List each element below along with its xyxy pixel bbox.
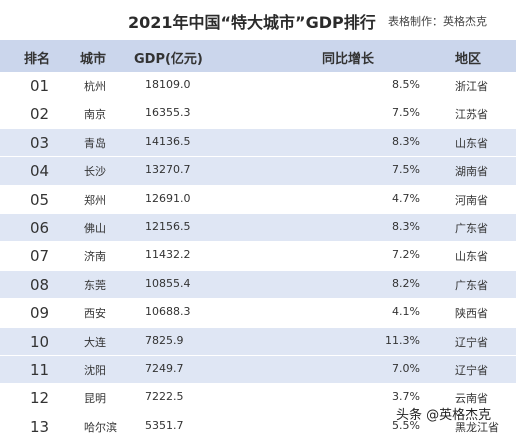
city-cell: 沈阳 bbox=[84, 363, 106, 377]
gdp-cell: 13270.7 bbox=[145, 163, 191, 177]
rank-cell: 13 bbox=[30, 417, 50, 436]
table-body: 01 杭州 18109.0 8.5% 浙江省 02 南京 16355.3 7.5% 江苏省 03 青岛… bbox=[0, 72, 516, 440]
header-city: 城市 bbox=[80, 52, 107, 67]
growth-cell: 7.2% bbox=[392, 248, 420, 262]
table-row: 01 杭州 18109.0 8.5% 浙江省 bbox=[0, 72, 516, 101]
rank-cell: 04 bbox=[30, 162, 50, 181]
gdp-cell: 5351.7 bbox=[145, 418, 184, 432]
growth-cell: 8.3% bbox=[392, 219, 420, 233]
city-cell: 哈尔滨 bbox=[84, 420, 117, 434]
region-cell: 浙江省 bbox=[455, 80, 488, 93]
growth-cell: 4.7% bbox=[392, 191, 420, 205]
region-cell: 广东省 bbox=[455, 221, 488, 235]
region-cell: 辽宁省 bbox=[455, 363, 488, 377]
region-cell: 广东省 bbox=[455, 278, 488, 292]
gdp-cell: 11432.2 bbox=[145, 248, 191, 262]
city-cell: 西安 bbox=[84, 307, 106, 321]
gdp-cell: 18109.0 bbox=[145, 78, 191, 91]
rank-cell: 08 bbox=[30, 275, 50, 294]
city-cell: 济南 bbox=[84, 250, 106, 264]
growth-cell: 4.1% bbox=[392, 305, 420, 319]
gdp-cell: 7222.5 bbox=[145, 390, 184, 404]
title-bar: 2021年中国“特大城市”GDP排行 表格制作：英格杰克 bbox=[0, 0, 516, 40]
table-row: 11 沈阳 7249.7 7.0% 辽宁省 bbox=[0, 355, 516, 385]
rank-cell: 03 bbox=[30, 133, 50, 152]
growth-cell: 7.5% bbox=[392, 106, 420, 120]
region-cell: 辽宁省 bbox=[455, 335, 488, 349]
city-cell: 杭州 bbox=[84, 80, 106, 93]
rank-cell: 11 bbox=[30, 360, 50, 379]
table-row: 05 郑州 12691.0 4.7% 河南省 bbox=[0, 186, 516, 214]
city-cell: 昆明 bbox=[84, 392, 106, 406]
region-cell: 陕西省 bbox=[455, 307, 488, 321]
growth-cell: 8.5% bbox=[392, 78, 420, 91]
rank-cell: 01 bbox=[30, 77, 50, 95]
gdp-cell: 10855.4 bbox=[145, 276, 191, 290]
header-growth: 同比增长 bbox=[322, 52, 375, 67]
region-cell: 江苏省 bbox=[455, 108, 488, 122]
table-row: 09 西安 10688.3 4.1% 陕西省 bbox=[0, 299, 516, 328]
growth-cell: 8.2% bbox=[392, 276, 420, 290]
rank-cell: 06 bbox=[30, 218, 50, 237]
table-row: 08 东莞 10855.4 8.2% 广东省 bbox=[0, 270, 516, 300]
page-title: 2021年中国“特大城市”GDP排行 bbox=[128, 13, 376, 32]
table-row: 06 佛山 12156.5 8.3% 广东省 bbox=[0, 213, 516, 243]
city-cell: 东莞 bbox=[84, 278, 106, 292]
gdp-cell: 10688.3 bbox=[145, 305, 191, 319]
city-cell: 佛山 bbox=[84, 221, 106, 235]
rank-cell: 09 bbox=[30, 304, 50, 323]
credit-text: 表格制作：英格杰克 bbox=[388, 15, 487, 28]
header-region: 地区 bbox=[455, 52, 482, 67]
city-cell: 大连 bbox=[84, 335, 106, 349]
rank-cell: 10 bbox=[30, 332, 50, 351]
growth-cell: 11.3% bbox=[385, 333, 420, 347]
header-rank: 排名 bbox=[24, 52, 51, 67]
gdp-cell: 16355.3 bbox=[145, 106, 191, 120]
rank-cell: 02 bbox=[30, 105, 50, 124]
city-cell: 长沙 bbox=[84, 165, 106, 179]
table-row: 12 昆明 7222.5 3.7% 云南省 bbox=[0, 384, 516, 413]
table-row: 07 济南 11432.2 7.2% 山东省 bbox=[0, 242, 516, 271]
region-cell: 湖南省 bbox=[455, 165, 488, 179]
growth-cell: 8.3% bbox=[392, 134, 420, 148]
rank-cell: 12 bbox=[30, 389, 50, 408]
table-row: 02 南京 16355.3 7.5% 江苏省 bbox=[0, 100, 516, 129]
gdp-cell: 12691.0 bbox=[145, 191, 191, 205]
gdp-cell: 14136.5 bbox=[145, 134, 191, 148]
region-cell: 山东省 bbox=[455, 250, 488, 264]
region-cell: 河南省 bbox=[455, 193, 488, 207]
region-cell: 山东省 bbox=[455, 136, 488, 150]
region-cell: 黑龙江省 bbox=[455, 420, 499, 434]
city-cell: 青岛 bbox=[84, 136, 106, 150]
gdp-cell: 7249.7 bbox=[145, 361, 184, 375]
city-cell: 南京 bbox=[84, 108, 106, 122]
gdp-cell: 7825.9 bbox=[145, 333, 184, 347]
watermark: 头条 @英格杰克 bbox=[396, 408, 492, 423]
growth-cell: 3.7% bbox=[392, 390, 420, 404]
table-header: 排名 城市 GDP(亿元) 同比增长 地区 bbox=[0, 40, 516, 72]
growth-cell: 5.5% bbox=[392, 418, 420, 432]
rank-cell: 07 bbox=[30, 247, 50, 266]
gdp-cell: 12156.5 bbox=[145, 219, 191, 233]
header-gdp: GDP(亿元) bbox=[134, 52, 203, 67]
table-row: 03 青岛 14136.5 8.3% 山东省 bbox=[0, 128, 516, 158]
table-row: 10 大连 7825.9 11.3% 辽宁省 bbox=[0, 327, 516, 356]
rank-cell: 05 bbox=[30, 190, 50, 209]
table-row: 04 长沙 13270.7 7.5% 湖南省 bbox=[0, 157, 516, 186]
growth-cell: 7.0% bbox=[392, 361, 420, 375]
region-cell: 云南省 bbox=[455, 392, 488, 406]
table-row: 13 哈尔滨 5351.7 5.5% 黑龙江省 bbox=[0, 413, 516, 440]
city-cell: 郑州 bbox=[84, 193, 106, 207]
growth-cell: 7.5% bbox=[392, 163, 420, 177]
